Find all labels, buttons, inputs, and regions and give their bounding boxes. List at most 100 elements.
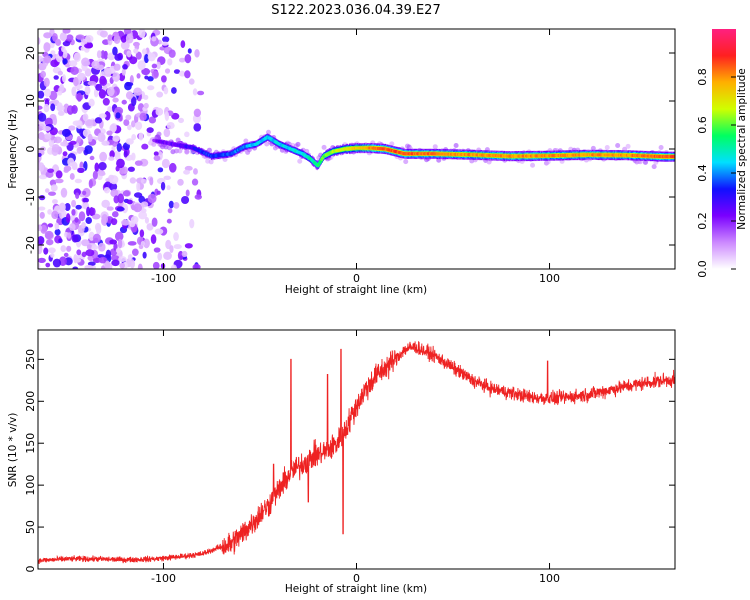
spectrogram-blob (56, 90, 63, 96)
spectrogram-blob (75, 34, 85, 40)
spectrogram-blob (38, 162, 45, 172)
spectrogram-blob (114, 231, 124, 242)
spectrogram-blob (171, 112, 180, 120)
spectrogram-blob (129, 177, 137, 184)
spectrogram-blob (43, 103, 50, 113)
spectrogram-blob (101, 214, 109, 224)
spectrogram-blob (111, 145, 116, 152)
spectrogram-blob (183, 169, 191, 175)
spectrogram-blob (112, 97, 119, 103)
spectrogram-blob (166, 185, 171, 191)
spectrogram-blob (44, 188, 50, 193)
spectrogram-blob (188, 78, 195, 85)
spectrogram-blob (141, 68, 151, 76)
spectrogram-blob (163, 128, 171, 138)
spectrogram-blob (180, 40, 186, 48)
spectrogram-blob (91, 60, 100, 69)
spectrogram-blob (164, 111, 170, 121)
spectrogram-blob (69, 223, 76, 231)
spectrogram-blob (76, 249, 82, 256)
spectrogram-blob (73, 76, 79, 87)
snr-xlabel: Height of straight line (km) (285, 583, 427, 595)
spectrogram-blob (129, 259, 136, 269)
spectrogram-blob (71, 199, 77, 208)
spectrogram-blob (126, 50, 132, 58)
spectrogram-blob (133, 203, 143, 213)
x-tick-label: 100 (539, 272, 560, 285)
spectrogram-blob (86, 206, 91, 217)
spectrogram-blob (65, 213, 71, 223)
spectrogram-blob (137, 263, 143, 269)
spectrogram-blob (125, 91, 134, 100)
spectrogram-blob (125, 114, 132, 121)
spectrogram-blob (68, 215, 76, 221)
spectrogram-blob (84, 43, 94, 49)
spectrogram-blob (80, 46, 85, 51)
spectrogram-blob (71, 234, 79, 243)
spectrogram-blob (143, 238, 150, 249)
spectrogram-blob (154, 228, 164, 235)
spectrogram-blob (88, 179, 93, 189)
spectrogram-blob (60, 187, 68, 198)
spectrogram-blob (58, 238, 63, 244)
spectrogram-blob (105, 249, 112, 259)
spectrogram-blob (126, 199, 133, 205)
spectrogram-blob (76, 146, 83, 154)
spectrogram-blob (118, 256, 127, 262)
spectrogram-halo (530, 162, 536, 168)
spectrogram-blob (43, 77, 50, 88)
spectrogram-blob (53, 75, 59, 80)
spectrogram-blob (153, 151, 159, 157)
spectrogram-blob (44, 230, 54, 240)
spectrogram-blob (187, 48, 192, 54)
spectrogram-blob (150, 234, 157, 245)
spectrogram-blob (109, 239, 118, 245)
spectrogram-blob (143, 94, 149, 100)
spectrogram-blob (153, 155, 161, 162)
spectrogram-blob (67, 157, 75, 167)
spectrogram-blob (77, 72, 86, 82)
spectrogram-blob (106, 206, 114, 211)
spectrogram-blob (55, 39, 61, 46)
spectrogram-blob (66, 245, 72, 252)
colorbar-tick-label: 0.0 (696, 260, 709, 278)
spectrogram-blob (136, 73, 141, 79)
spectrogram-blob (135, 121, 143, 131)
spectrogram-blob (184, 70, 191, 79)
spectrogram-blob (173, 232, 179, 242)
y-tick-label: 150 (24, 433, 37, 454)
spectrogram-blob (147, 193, 157, 204)
spectrogram-blob (163, 251, 172, 260)
spectrogram-blob (43, 55, 52, 64)
spectrogram-blob (140, 241, 146, 246)
colorbar-ticks: 0.0 0.2 0.4 0.6 0.8 (696, 68, 736, 278)
spectrogram-blob (82, 190, 87, 196)
spectrogram-blob (163, 175, 172, 180)
spectrogram-halo (604, 144, 610, 150)
snr-x-ticks: -100 0 100 (151, 330, 560, 585)
spectrogram-y-ticks: -20 -10 0 10 20 (24, 46, 675, 254)
spectrogram-blob (108, 156, 115, 161)
spectrogram-blob (137, 60, 146, 71)
spectrogram-blob (177, 117, 185, 124)
spectrogram-blob (181, 250, 188, 258)
y-tick-label: 50 (24, 520, 37, 534)
spectrogram-blob (87, 261, 96, 266)
spectrogram-blob (110, 218, 118, 226)
spectrogram-blob (151, 36, 157, 42)
spectrogram-blob (47, 168, 55, 173)
spectrogram-blob (98, 242, 106, 252)
spectrogram-halo (615, 143, 621, 149)
spectrogram-blob (88, 98, 95, 107)
spectrogram-blob (112, 72, 121, 82)
spectrogram-blob (148, 116, 157, 124)
spectrogram-blob (38, 105, 43, 110)
spectrogram-blob (103, 186, 111, 194)
spectrogram-blob (115, 165, 120, 172)
chart-title: S122.2023.036.04.39.E27 (271, 3, 440, 18)
spectrogram-blob (116, 158, 125, 169)
spectrogram-blob (147, 52, 156, 62)
spectrogram-blob (38, 37, 41, 45)
spectrogram-blob (81, 221, 86, 229)
spectrogram-blob (165, 239, 172, 250)
